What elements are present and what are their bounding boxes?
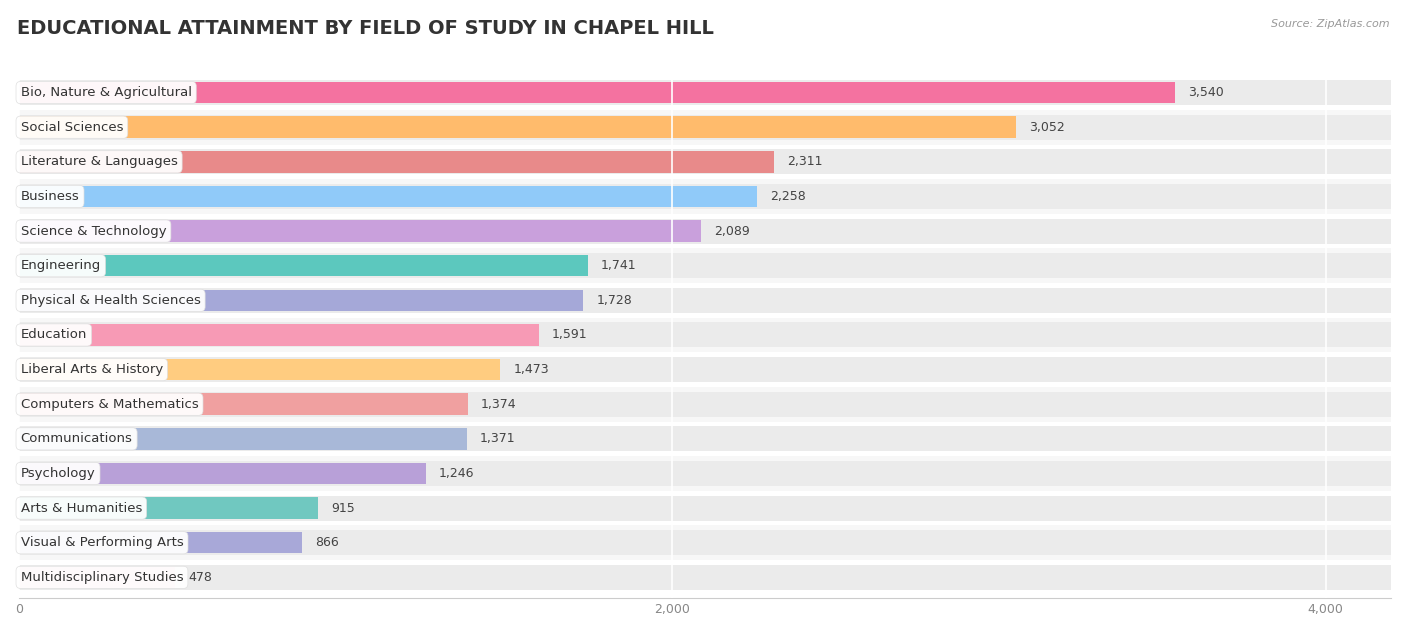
Bar <box>20 220 702 242</box>
Bar <box>20 357 1391 382</box>
Bar <box>20 82 1175 103</box>
Text: Engineering: Engineering <box>21 259 101 272</box>
Text: Social Sciences: Social Sciences <box>21 121 124 134</box>
Bar <box>20 249 1391 283</box>
Text: 866: 866 <box>315 536 339 549</box>
Bar <box>20 530 1391 555</box>
Bar <box>20 394 468 415</box>
Text: 2,258: 2,258 <box>769 190 806 203</box>
Bar <box>20 532 302 553</box>
Text: 2,311: 2,311 <box>787 155 823 168</box>
Text: 1,728: 1,728 <box>596 294 633 307</box>
Text: Multidisciplinary Studies: Multidisciplinary Studies <box>21 571 183 584</box>
Bar <box>20 322 1391 348</box>
Bar <box>20 428 467 449</box>
Text: Source: ZipAtlas.com: Source: ZipAtlas.com <box>1271 19 1389 29</box>
Text: Arts & Humanities: Arts & Humanities <box>21 502 142 515</box>
Text: 1,591: 1,591 <box>551 329 588 341</box>
Text: Liberal Arts & History: Liberal Arts & History <box>21 363 163 376</box>
Bar <box>20 288 1391 313</box>
Bar <box>20 324 538 346</box>
Text: Physical & Health Sciences: Physical & Health Sciences <box>21 294 201 307</box>
Bar <box>20 463 426 484</box>
Text: 1,246: 1,246 <box>439 467 475 480</box>
Text: 2,089: 2,089 <box>714 225 751 238</box>
Text: Science & Technology: Science & Technology <box>21 225 166 238</box>
Bar <box>20 214 1391 249</box>
Bar <box>20 110 1391 144</box>
Bar <box>20 179 1391 214</box>
Text: 3,540: 3,540 <box>1188 86 1225 99</box>
Bar <box>20 184 1391 209</box>
Bar <box>20 422 1391 456</box>
Bar <box>20 456 1391 491</box>
Text: Bio, Nature & Agricultural: Bio, Nature & Agricultural <box>21 86 191 99</box>
Bar <box>20 115 1391 139</box>
Bar <box>20 117 1017 138</box>
Bar <box>20 218 1391 244</box>
Bar <box>20 565 1391 590</box>
Bar <box>20 359 501 380</box>
Text: 3,052: 3,052 <box>1029 121 1064 134</box>
Bar <box>20 495 1391 521</box>
Bar <box>20 186 756 207</box>
Bar <box>20 560 1391 594</box>
Text: 1,473: 1,473 <box>513 363 548 376</box>
Text: Business: Business <box>21 190 79 203</box>
Bar <box>20 150 1391 174</box>
Bar <box>20 497 318 519</box>
Bar <box>20 75 1391 110</box>
Text: 478: 478 <box>188 571 212 584</box>
Bar <box>20 317 1391 352</box>
Bar <box>20 255 588 276</box>
Bar <box>20 461 1391 486</box>
Bar <box>20 290 583 311</box>
Bar <box>20 253 1391 278</box>
Text: Computers & Mathematics: Computers & Mathematics <box>21 398 198 411</box>
Text: Communications: Communications <box>21 432 132 445</box>
Text: Literature & Languages: Literature & Languages <box>21 155 177 168</box>
Text: Psychology: Psychology <box>21 467 96 480</box>
Bar <box>20 491 1391 526</box>
Bar <box>20 352 1391 387</box>
Text: Visual & Performing Arts: Visual & Performing Arts <box>21 536 183 549</box>
Text: Education: Education <box>21 329 87 341</box>
Bar <box>20 283 1391 317</box>
Text: 1,371: 1,371 <box>479 432 516 445</box>
Bar <box>20 151 773 172</box>
Bar <box>20 567 176 588</box>
Text: 1,741: 1,741 <box>600 259 637 272</box>
Bar <box>20 144 1391 179</box>
Text: 915: 915 <box>330 502 354 515</box>
Bar <box>20 387 1391 422</box>
Bar <box>20 427 1391 451</box>
Bar <box>20 392 1391 416</box>
Bar <box>20 526 1391 560</box>
Text: 1,374: 1,374 <box>481 398 516 411</box>
Text: EDUCATIONAL ATTAINMENT BY FIELD OF STUDY IN CHAPEL HILL: EDUCATIONAL ATTAINMENT BY FIELD OF STUDY… <box>17 19 714 38</box>
Bar <box>20 80 1391 105</box>
